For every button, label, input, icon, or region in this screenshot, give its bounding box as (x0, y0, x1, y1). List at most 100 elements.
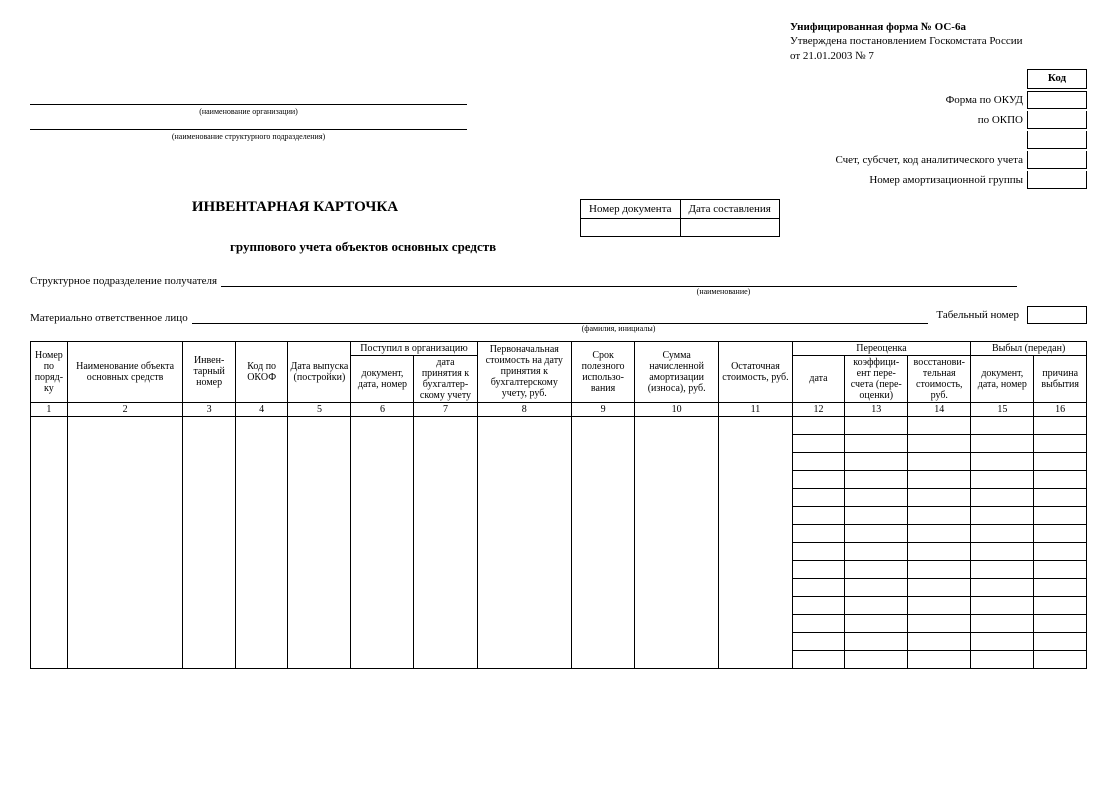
cell-r5-c5[interactable] (288, 506, 351, 524)
cell-r6-c3[interactable] (183, 524, 236, 542)
cell-r1-c4[interactable] (235, 434, 288, 452)
cell-r7-c14[interactable] (908, 542, 971, 560)
cell-r12-c1[interactable] (31, 632, 68, 650)
cell-r0-c15[interactable] (971, 416, 1034, 434)
cell-r5-c6[interactable] (351, 506, 414, 524)
cell-r13-c10[interactable] (635, 650, 719, 668)
cell-r1-c12[interactable] (792, 434, 845, 452)
cell-r5-c7[interactable] (414, 506, 477, 524)
cell-r13-c4[interactable] (235, 650, 288, 668)
cell-r1-c14[interactable] (908, 434, 971, 452)
cell-r13-c1[interactable] (31, 650, 68, 668)
cell-r3-c16[interactable] (1034, 470, 1087, 488)
cell-r7-c6[interactable] (351, 542, 414, 560)
cell-r11-c2[interactable] (67, 614, 183, 632)
cell-r8-c4[interactable] (235, 560, 288, 578)
cell-r12-c6[interactable] (351, 632, 414, 650)
cell-r1-c7[interactable] (414, 434, 477, 452)
cell-r6-c12[interactable] (792, 524, 845, 542)
cell-r11-c7[interactable] (414, 614, 477, 632)
cell-r4-c8[interactable] (477, 488, 572, 506)
cell-r11-c8[interactable] (477, 614, 572, 632)
cell-r3-c10[interactable] (635, 470, 719, 488)
cell-r0-c1[interactable] (31, 416, 68, 434)
cell-r6-c16[interactable] (1034, 524, 1087, 542)
cell-r4-c14[interactable] (908, 488, 971, 506)
cell-r1-c8[interactable] (477, 434, 572, 452)
cell-r4-c3[interactable] (183, 488, 236, 506)
cell-r13-c6[interactable] (351, 650, 414, 668)
cell-r10-c6[interactable] (351, 596, 414, 614)
cell-r4-c11[interactable] (719, 488, 793, 506)
cell-r10-c1[interactable] (31, 596, 68, 614)
cell-r9-c3[interactable] (183, 578, 236, 596)
cell-r5-c1[interactable] (31, 506, 68, 524)
cell-r9-c13[interactable] (845, 578, 908, 596)
cell-r0-c6[interactable] (351, 416, 414, 434)
cell-r4-c1[interactable] (31, 488, 68, 506)
cell-r8-c9[interactable] (572, 560, 635, 578)
cell-r7-c10[interactable] (635, 542, 719, 560)
cell-r0-c14[interactable] (908, 416, 971, 434)
cell-r12-c7[interactable] (414, 632, 477, 650)
cell-r13-c9[interactable] (572, 650, 635, 668)
cell-r6-c6[interactable] (351, 524, 414, 542)
cell-r4-c4[interactable] (235, 488, 288, 506)
cell-r1-c10[interactable] (635, 434, 719, 452)
cell-r7-c8[interactable] (477, 542, 572, 560)
cell-r12-c9[interactable] (572, 632, 635, 650)
cell-r13-c11[interactable] (719, 650, 793, 668)
cell-r13-c13[interactable] (845, 650, 908, 668)
cell-r12-c10[interactable] (635, 632, 719, 650)
cell-r2-c4[interactable] (235, 452, 288, 470)
cell-r11-c13[interactable] (845, 614, 908, 632)
cell-r5-c3[interactable] (183, 506, 236, 524)
org-line[interactable] (30, 91, 467, 105)
cell-r4-c6[interactable] (351, 488, 414, 506)
cell-r8-c2[interactable] (67, 560, 183, 578)
docdate-cell[interactable] (680, 218, 779, 236)
cell-r8-c14[interactable] (908, 560, 971, 578)
cell-r5-c8[interactable] (477, 506, 572, 524)
cell-r2-c13[interactable] (845, 452, 908, 470)
cell-r3-c7[interactable] (414, 470, 477, 488)
cell-r11-c4[interactable] (235, 614, 288, 632)
cell-r6-c9[interactable] (572, 524, 635, 542)
cell-r13-c3[interactable] (183, 650, 236, 668)
cell-r6-c2[interactable] (67, 524, 183, 542)
cell-r12-c15[interactable] (971, 632, 1034, 650)
cell-r8-c11[interactable] (719, 560, 793, 578)
cell-r7-c9[interactable] (572, 542, 635, 560)
cell-r8-c3[interactable] (183, 560, 236, 578)
cell-r9-c16[interactable] (1034, 578, 1087, 596)
cell-r8-c16[interactable] (1034, 560, 1087, 578)
cell-r6-c13[interactable] (845, 524, 908, 542)
cell-r4-c13[interactable] (845, 488, 908, 506)
amort-cell[interactable] (1027, 171, 1087, 189)
cell-r0-c3[interactable] (183, 416, 236, 434)
cell-r8-c10[interactable] (635, 560, 719, 578)
dept-line[interactable] (30, 116, 467, 130)
cell-r8-c1[interactable] (31, 560, 68, 578)
cell-r4-c12[interactable] (792, 488, 845, 506)
cell-r13-c15[interactable] (971, 650, 1034, 668)
cell-r8-c6[interactable] (351, 560, 414, 578)
cell-r2-c8[interactable] (477, 452, 572, 470)
cell-r6-c1[interactable] (31, 524, 68, 542)
cell-r5-c9[interactable] (572, 506, 635, 524)
cell-r3-c13[interactable] (845, 470, 908, 488)
account-cell[interactable] (1027, 151, 1087, 169)
cell-r11-c3[interactable] (183, 614, 236, 632)
cell-r5-c11[interactable] (719, 506, 793, 524)
cell-r2-c3[interactable] (183, 452, 236, 470)
cell-r12-c12[interactable] (792, 632, 845, 650)
cell-r4-c5[interactable] (288, 488, 351, 506)
cell-r1-c9[interactable] (572, 434, 635, 452)
cell-r1-c1[interactable] (31, 434, 68, 452)
cell-r8-c7[interactable] (414, 560, 477, 578)
cell-r7-c11[interactable] (719, 542, 793, 560)
cell-r0-c7[interactable] (414, 416, 477, 434)
cell-r6-c15[interactable] (971, 524, 1034, 542)
cell-r5-c2[interactable] (67, 506, 183, 524)
cell-r1-c6[interactable] (351, 434, 414, 452)
